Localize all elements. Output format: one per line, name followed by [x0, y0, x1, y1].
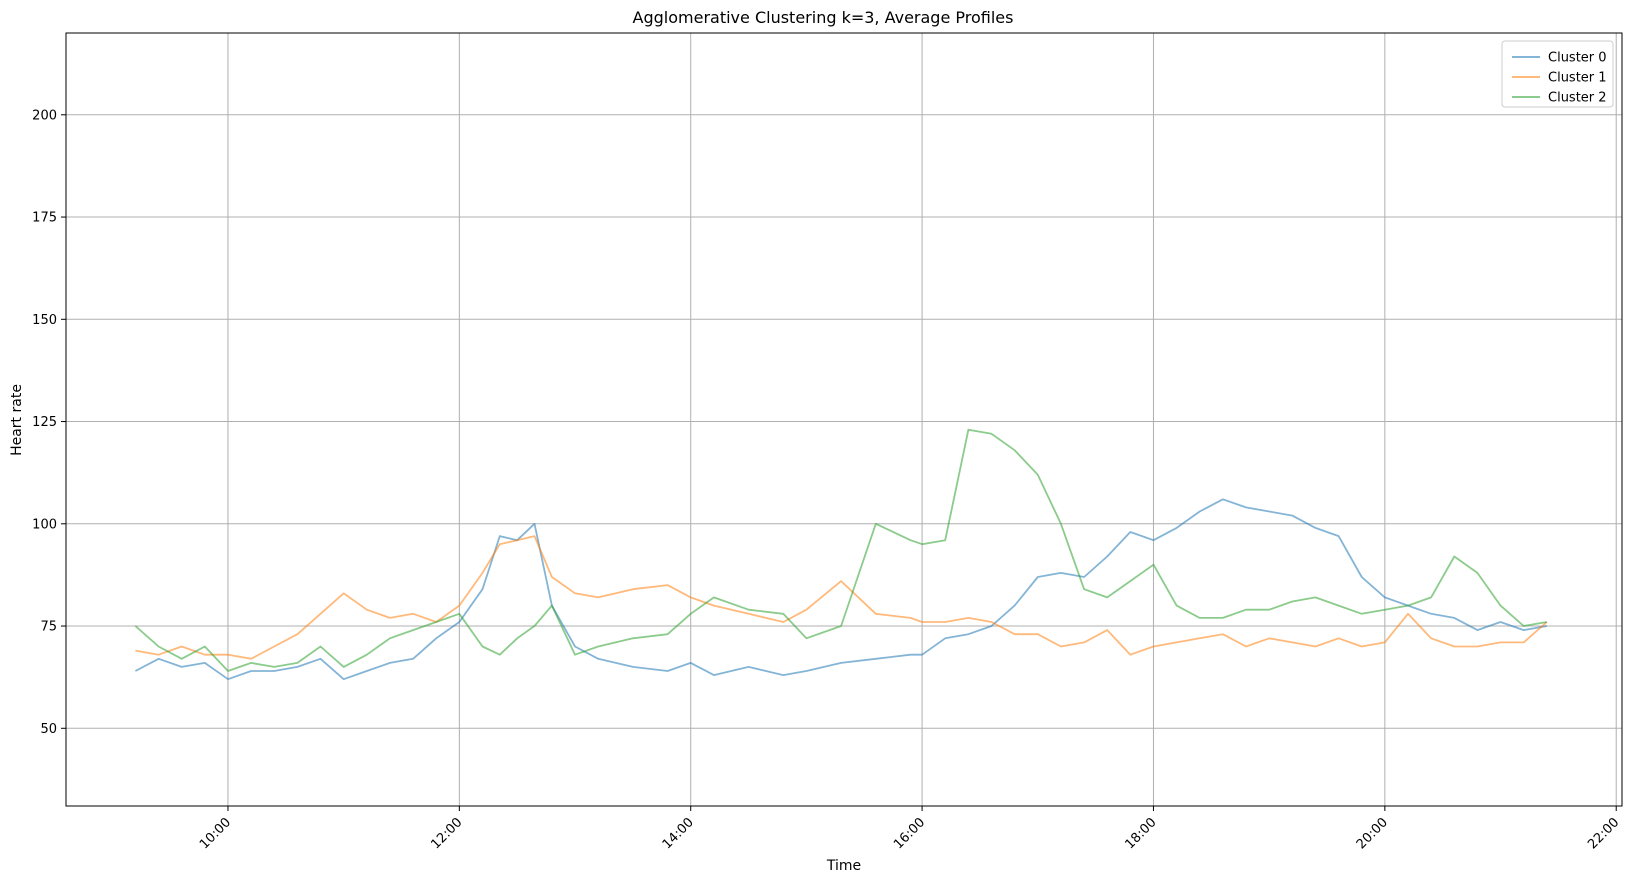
y-tick-label: 125 — [32, 415, 57, 430]
plot-frame — [65, 32, 1623, 807]
y-tick-label: 75 — [40, 620, 57, 635]
y-axis-label: Heart rate — [9, 384, 25, 456]
series-layer — [134, 428, 1548, 681]
series-line-cluster-2 — [134, 428, 1547, 672]
x-axis-label: Time — [826, 858, 861, 874]
y-tick-label: 100 — [32, 517, 57, 532]
legend-items: Cluster 0 Cluster 1 Cluster 2 — [1512, 51, 1607, 106]
legend-label-cluster-2: Cluster 2 — [1548, 91, 1607, 106]
series-line-cluster-0 — [134, 498, 1547, 681]
y-tick-label: 200 — [32, 108, 57, 123]
y-tick-label: 150 — [32, 313, 57, 328]
y-tick-label: 50 — [40, 722, 57, 737]
legend: Cluster 0 Cluster 1 Cluster 2 — [1501, 40, 1614, 108]
legend-label-cluster-0: Cluster 0 — [1548, 51, 1607, 66]
series-line-cluster-1 — [135, 535, 1548, 660]
y-tick-label: 175 — [32, 211, 57, 226]
legend-label-cluster-1: Cluster 1 — [1548, 71, 1607, 86]
grid-layer — [66, 33, 1622, 806]
chart-title: Agglomerative Clustering k=3, Average Pr… — [633, 8, 1014, 27]
